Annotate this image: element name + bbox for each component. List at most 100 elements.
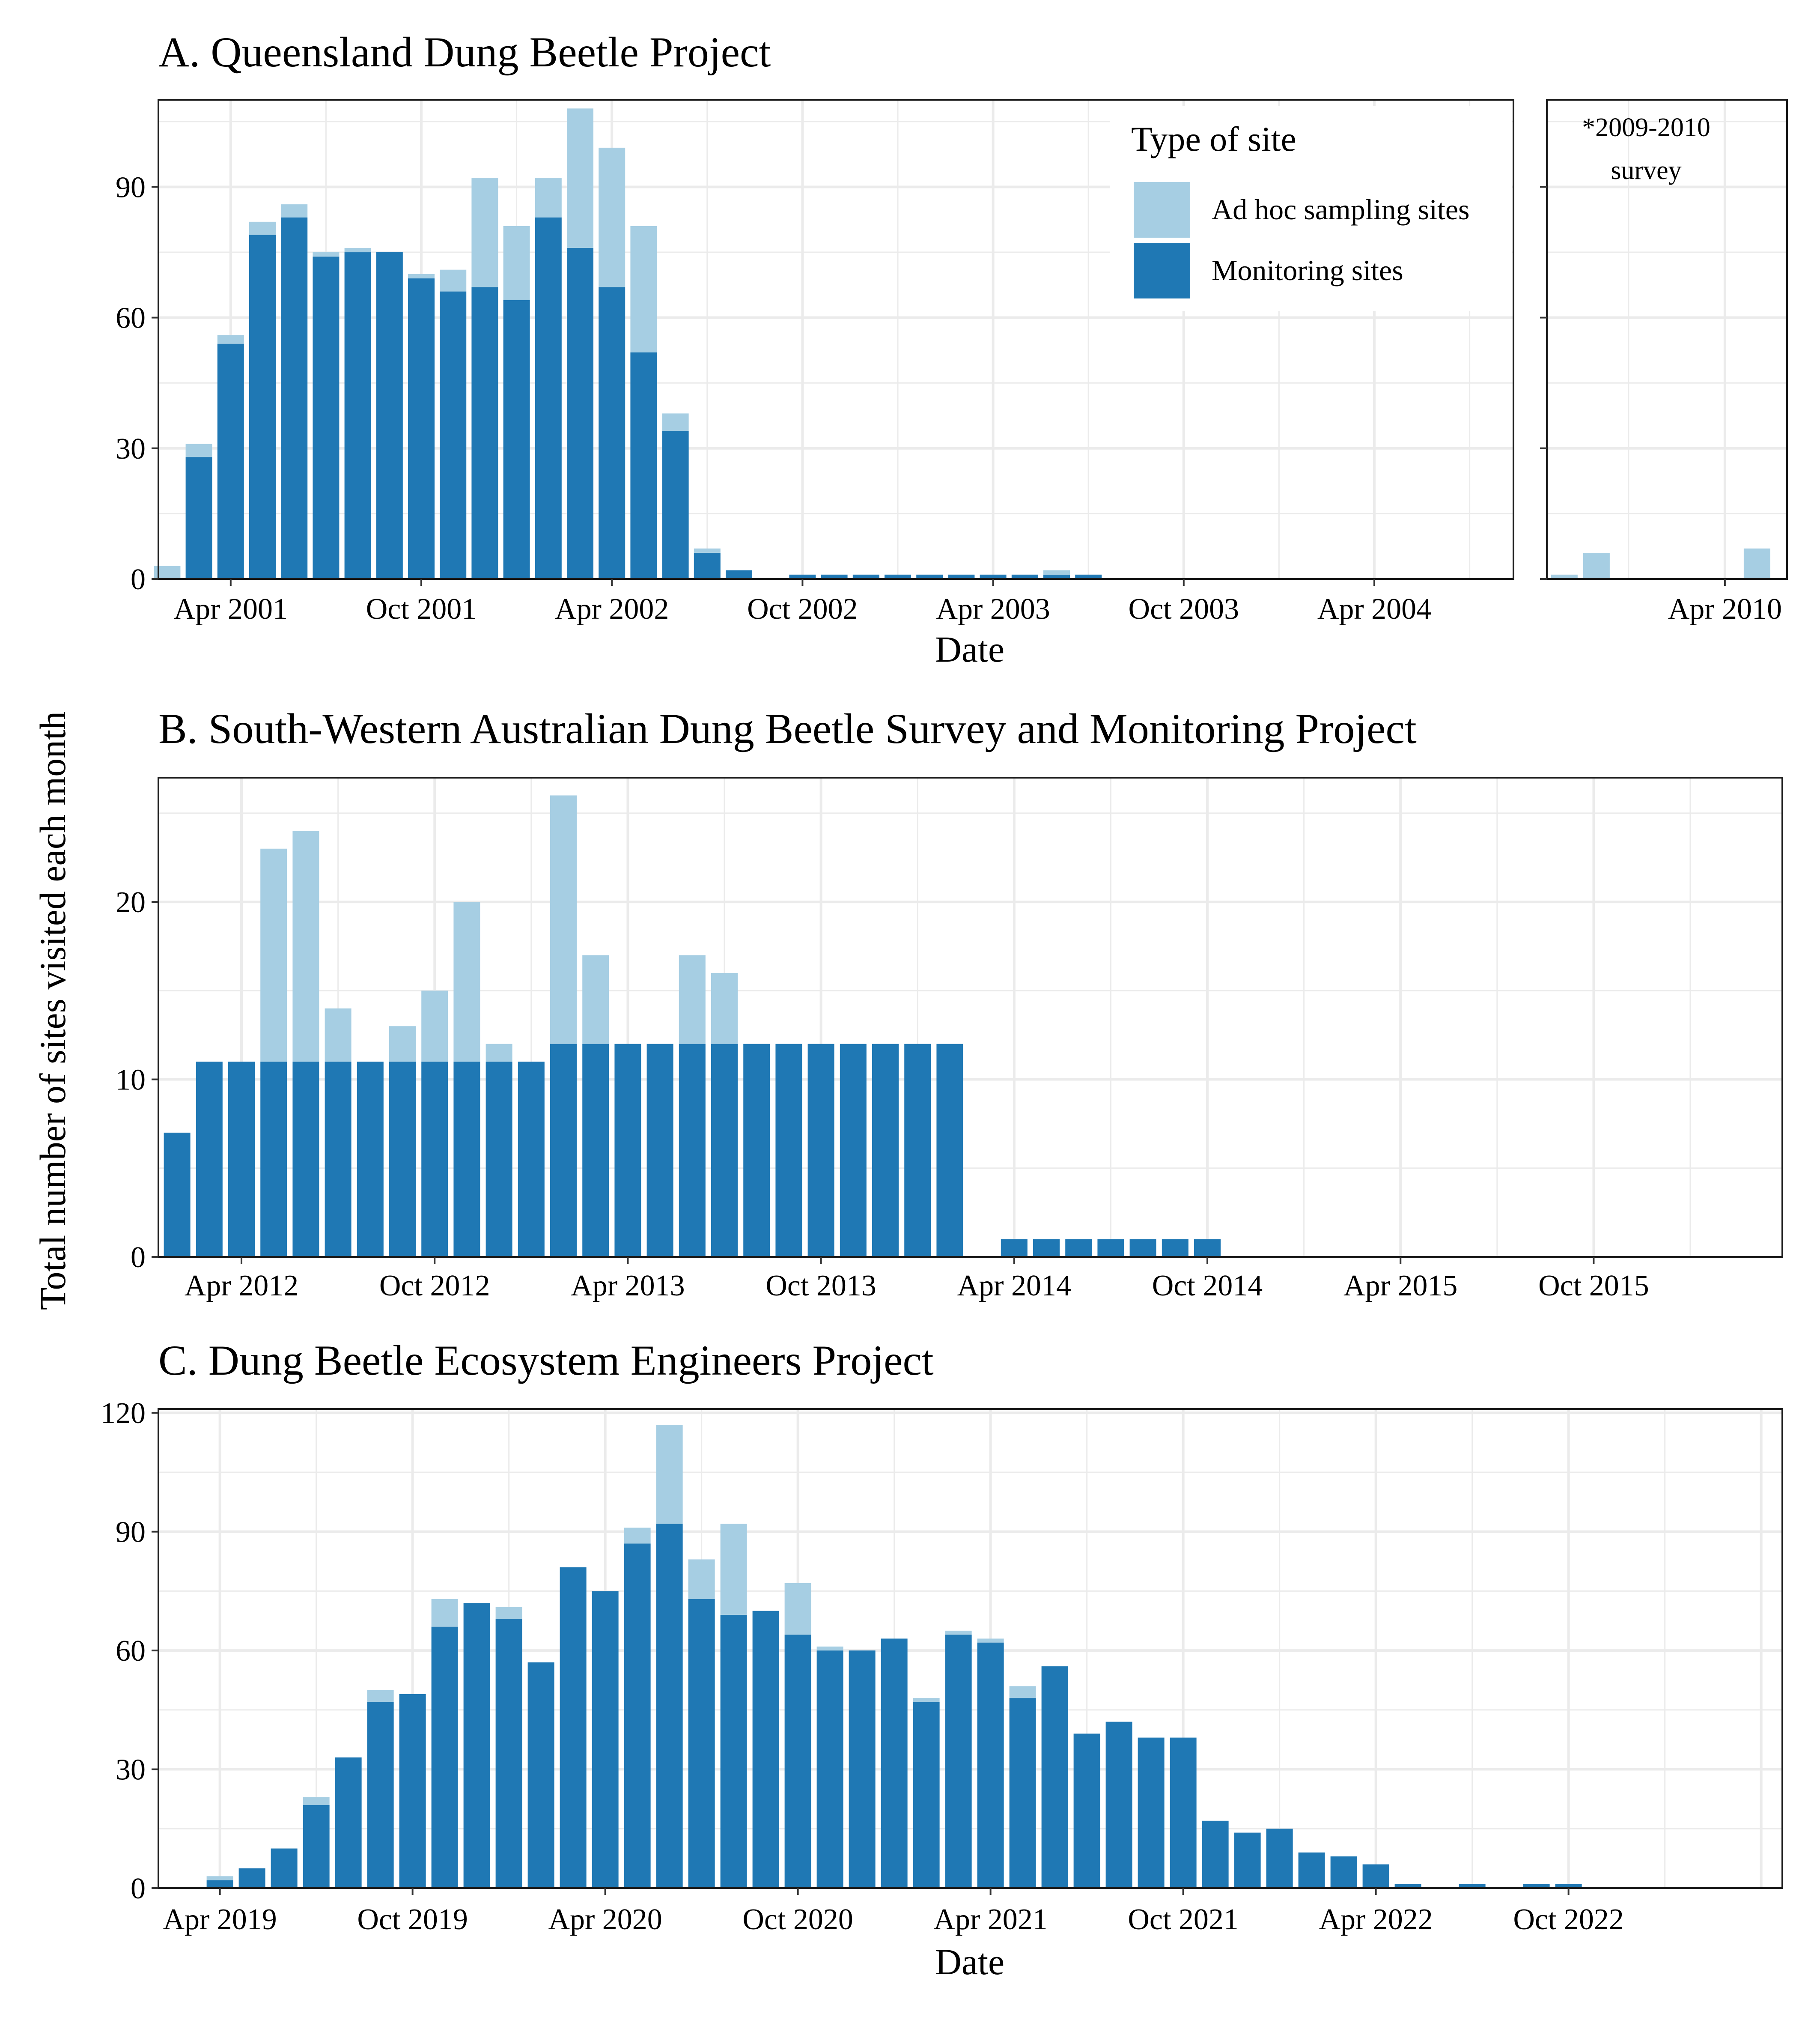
- bar-monitoring-jan-2002: [535, 217, 562, 579]
- bar-adhoc-jun-2001: [313, 252, 340, 257]
- bar-monitoring-apr-2019: [206, 1880, 233, 1888]
- bar-monitoring-mar-2013: [582, 1044, 609, 1257]
- bar-adhoc-feb-2002: [567, 108, 594, 248]
- bar-adhoc-dec-2001: [503, 226, 530, 300]
- x-tick-label: Oct 2021: [1128, 1903, 1239, 1936]
- bar-monitoring-dec-2012: [486, 1062, 512, 1257]
- bar-monitoring-dec-2019: [463, 1603, 490, 1888]
- bar-monitoring-nov-2020: [816, 1650, 843, 1888]
- bar-adhoc-jul-2012: [325, 1008, 351, 1062]
- bar-adhoc-aug-2020: [720, 1524, 747, 1615]
- bar-monitoring-sep-2013: [775, 1044, 802, 1257]
- bar-monitoring-mar-2020: [560, 1567, 587, 1888]
- x-tick-label: Apr 2004: [1317, 593, 1431, 626]
- x-tick-label: Apr 2002: [555, 593, 669, 626]
- bar-adhoc-may-2001: [281, 204, 308, 218]
- panel-border: [158, 99, 1514, 580]
- bar-monitoring-feb-2022: [1298, 1852, 1325, 1888]
- bar-monitoring-aug-2001: [376, 252, 403, 579]
- bar-adhoc-oct-2020: [784, 1583, 811, 1635]
- bar-monitoring-dec-2013: [872, 1044, 899, 1257]
- x-tick-label: Oct 2003: [1129, 593, 1239, 626]
- bar-adhoc-apr-2002: [630, 226, 657, 353]
- panel-title: C. Dung Beetle Ecosystem Engineers Proje…: [158, 1337, 934, 1384]
- y-tick-label: 90: [116, 171, 146, 204]
- x-tick-label: Apr 2014: [957, 1269, 1071, 1302]
- bar-adhoc-may-2003: [1043, 570, 1070, 575]
- bar-monitoring-sep-2012: [389, 1062, 416, 1257]
- bar-adhoc-nov-2019: [431, 1599, 458, 1627]
- bar-adhoc-may-2002: [662, 413, 689, 431]
- bar-monitoring-jun-2003: [1075, 574, 1102, 579]
- x-tick-label: Apr 2003: [936, 593, 1050, 626]
- bar-monitoring-jan-2022: [1266, 1829, 1293, 1888]
- bar-adhoc-sep-2012: [389, 1026, 416, 1062]
- bar-adhoc-may-2010: [1743, 548, 1770, 579]
- bar-monitoring-sep-2020: [752, 1611, 779, 1888]
- bar-adhoc-feb-2001: [185, 444, 212, 457]
- legend-title: Type of site: [1131, 119, 1296, 158]
- bar-monitoring-oct-2002: [821, 574, 848, 579]
- bar-monitoring-jan-2014: [904, 1044, 931, 1257]
- y-tick-label: 0: [131, 563, 146, 596]
- bar-monitoring-jun-2001: [313, 257, 340, 579]
- y-tick-label: 120: [101, 1397, 146, 1430]
- bar-monitoring-feb-2021: [913, 1702, 940, 1888]
- panel-border: [158, 1408, 1783, 1889]
- bar-adhoc-oct-2001: [440, 269, 467, 292]
- bar-monitoring-jun-2020: [656, 1524, 683, 1888]
- bar-monitoring-jun-2012: [292, 1062, 319, 1257]
- bar-monitoring-apr-2014: [1001, 1239, 1028, 1257]
- panel-title: B. South-Western Australian Dung Beetle …: [158, 705, 1417, 752]
- bar-monitoring-may-2014: [1033, 1239, 1060, 1257]
- y-tick-label: 60: [116, 302, 146, 335]
- bar-monitoring-mar-2022: [1330, 1856, 1357, 1888]
- bar-adhoc-mar-2002: [599, 147, 626, 287]
- bar-adhoc-mar-2021: [945, 1630, 972, 1635]
- bar-monitoring-oct-2014: [1194, 1239, 1221, 1257]
- x-tick-label: Apr 2010: [1668, 593, 1782, 626]
- bar-adhoc-jun-2020: [656, 1424, 683, 1524]
- panel-border: [1546, 99, 1788, 580]
- legend: Type of site Ad hoc sampling sites Monitor…: [1110, 106, 1512, 311]
- bar-monitoring-jul-2021: [1073, 1734, 1100, 1888]
- bar-monitoring-apr-2013: [614, 1044, 641, 1257]
- x-tick-label: Oct 2012: [379, 1269, 490, 1302]
- bar-monitoring-mar-2021: [945, 1635, 972, 1888]
- bar-monitoring-apr-2001: [249, 235, 276, 579]
- bar-adhoc-jul-2019: [303, 1797, 330, 1805]
- x-tick-label: Oct 2014: [1152, 1269, 1263, 1302]
- x-tick-label: Oct 2015: [1538, 1269, 1649, 1302]
- bar-adhoc-oct-2012: [421, 991, 448, 1062]
- bar-monitoring-jan-2013: [518, 1062, 545, 1257]
- y-tick-label: 30: [116, 1754, 146, 1787]
- legend-key-monitoring-sites: [1134, 243, 1190, 298]
- x-tick-label: Oct 2001: [366, 593, 477, 626]
- bar-adhoc-jan-2020: [495, 1607, 522, 1619]
- bar-adhoc-jun-2002: [694, 548, 721, 553]
- bar-monitoring-may-2019: [238, 1868, 265, 1888]
- x-tick-label: Apr 2015: [1343, 1269, 1457, 1302]
- bar-adhoc-nov-2012: [453, 902, 480, 1062]
- bar-monitoring-jul-2022: [1459, 1884, 1486, 1888]
- bar-monitoring-may-2020: [624, 1543, 651, 1888]
- bar-monitoring-oct-2019: [399, 1694, 426, 1888]
- bar-monitoring-dec-2002: [885, 574, 911, 579]
- bar-monitoring-sep-2021: [1138, 1737, 1165, 1888]
- x-tick-label: Oct 2013: [766, 1269, 876, 1302]
- bar-monitoring-feb-2020: [527, 1662, 554, 1888]
- bar-adhoc-may-2020: [624, 1528, 651, 1544]
- y-tick-label: 90: [116, 1516, 146, 1549]
- bar-adhoc-nov-2020: [816, 1646, 843, 1651]
- bar-monitoring-aug-2014: [1129, 1239, 1156, 1257]
- bar-monitoring-dec-2001: [503, 300, 530, 579]
- bar-monitoring-jun-2014: [1065, 1239, 1092, 1257]
- bar-monitoring-aug-2019: [335, 1757, 362, 1888]
- bar-monitoring-mar-2002: [599, 287, 626, 579]
- bar-monitoring-oct-2022: [1555, 1884, 1582, 1888]
- bar-monitoring-aug-2013: [743, 1044, 770, 1257]
- bar-monitoring-mar-2012: [196, 1062, 223, 1257]
- bar-monitoring-apr-2012: [228, 1062, 255, 1257]
- x-tick-label: Apr 2021: [933, 1903, 1047, 1936]
- bar-monitoring-may-2012: [260, 1062, 287, 1257]
